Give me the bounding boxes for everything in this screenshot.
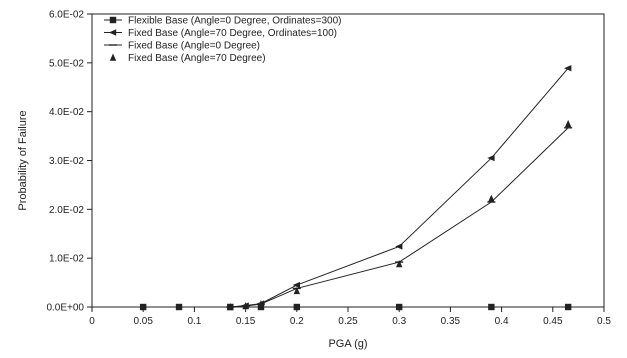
series-4-point — [488, 194, 495, 202]
series-4-point — [293, 286, 300, 295]
x-tick-label: 0.4 — [495, 316, 509, 327]
y-tick-label: 6.0E-02 — [49, 10, 84, 21]
y-tick-label: 4.0E-02 — [49, 107, 84, 118]
x-axis-title: PGA (g) — [328, 338, 367, 350]
legend-marker — [109, 16, 117, 24]
legend-entry: Fixed Base (Angle=0 Degree) — [128, 41, 260, 52]
x-tick-label: 0.1 — [187, 316, 201, 327]
x-tick-label: 0.25 — [338, 316, 358, 327]
legend-entry: Fixed Base (Angle=70 Degree) — [128, 53, 266, 64]
legend-marker — [109, 29, 117, 36]
series-4-point — [396, 260, 403, 268]
series-2-point — [564, 65, 572, 72]
series-4-point — [257, 300, 265, 308]
y-tick-label: 2.0E-02 — [49, 205, 84, 216]
series-1-point — [140, 303, 147, 311]
x-tick-label: 0.5 — [597, 316, 611, 327]
x-tick-label: 0.15 — [236, 316, 256, 327]
series-2-point — [292, 281, 300, 289]
y-tick-label: 5.0E-02 — [49, 58, 84, 69]
series-4-point — [564, 119, 572, 128]
axis-ticks: 0 0.05 0.1 0.15 0.2 0.25 0.3 0.35 0.4 0.45 0.5 0.0E… — [46, 10, 611, 328]
y-tick-label: 3.0E-02 — [49, 156, 84, 167]
legend-entry: Flexible Base (Angle=0 Degree, Ordinates… — [128, 16, 341, 27]
legend-entry: Fixed Base (Angle=70 Degree, Ordinates=1… — [128, 28, 337, 39]
data-series — [140, 65, 573, 311]
y-tick-label: 1.0E-02 — [49, 254, 84, 265]
series-4-point — [227, 303, 234, 311]
series-2-point — [395, 243, 403, 250]
x-tick-label: 0.05 — [133, 316, 153, 327]
series-1-point — [293, 303, 300, 311]
y-axis-title: Probability of Failure — [17, 110, 29, 210]
series-2-point — [487, 154, 495, 162]
x-tick-label: 0.35 — [441, 316, 461, 327]
series-1-point — [564, 303, 572, 311]
series-4 — [227, 119, 572, 311]
series-1-point — [396, 303, 403, 311]
x-tick-label: 0 — [89, 316, 95, 327]
legend: Flexible Base (Angle=0 Degree, Ordinates… — [104, 16, 341, 64]
series-1-point — [175, 303, 183, 311]
x-tick-label: 0.2 — [290, 316, 304, 327]
x-tick-label: 0.3 — [392, 316, 406, 327]
series-4-point — [242, 302, 249, 310]
y-tick-label: 0.0E+00 — [46, 303, 84, 314]
legend-marker — [109, 53, 117, 61]
series-1-point — [488, 303, 495, 311]
x-tick-label: 0.45 — [543, 316, 563, 327]
